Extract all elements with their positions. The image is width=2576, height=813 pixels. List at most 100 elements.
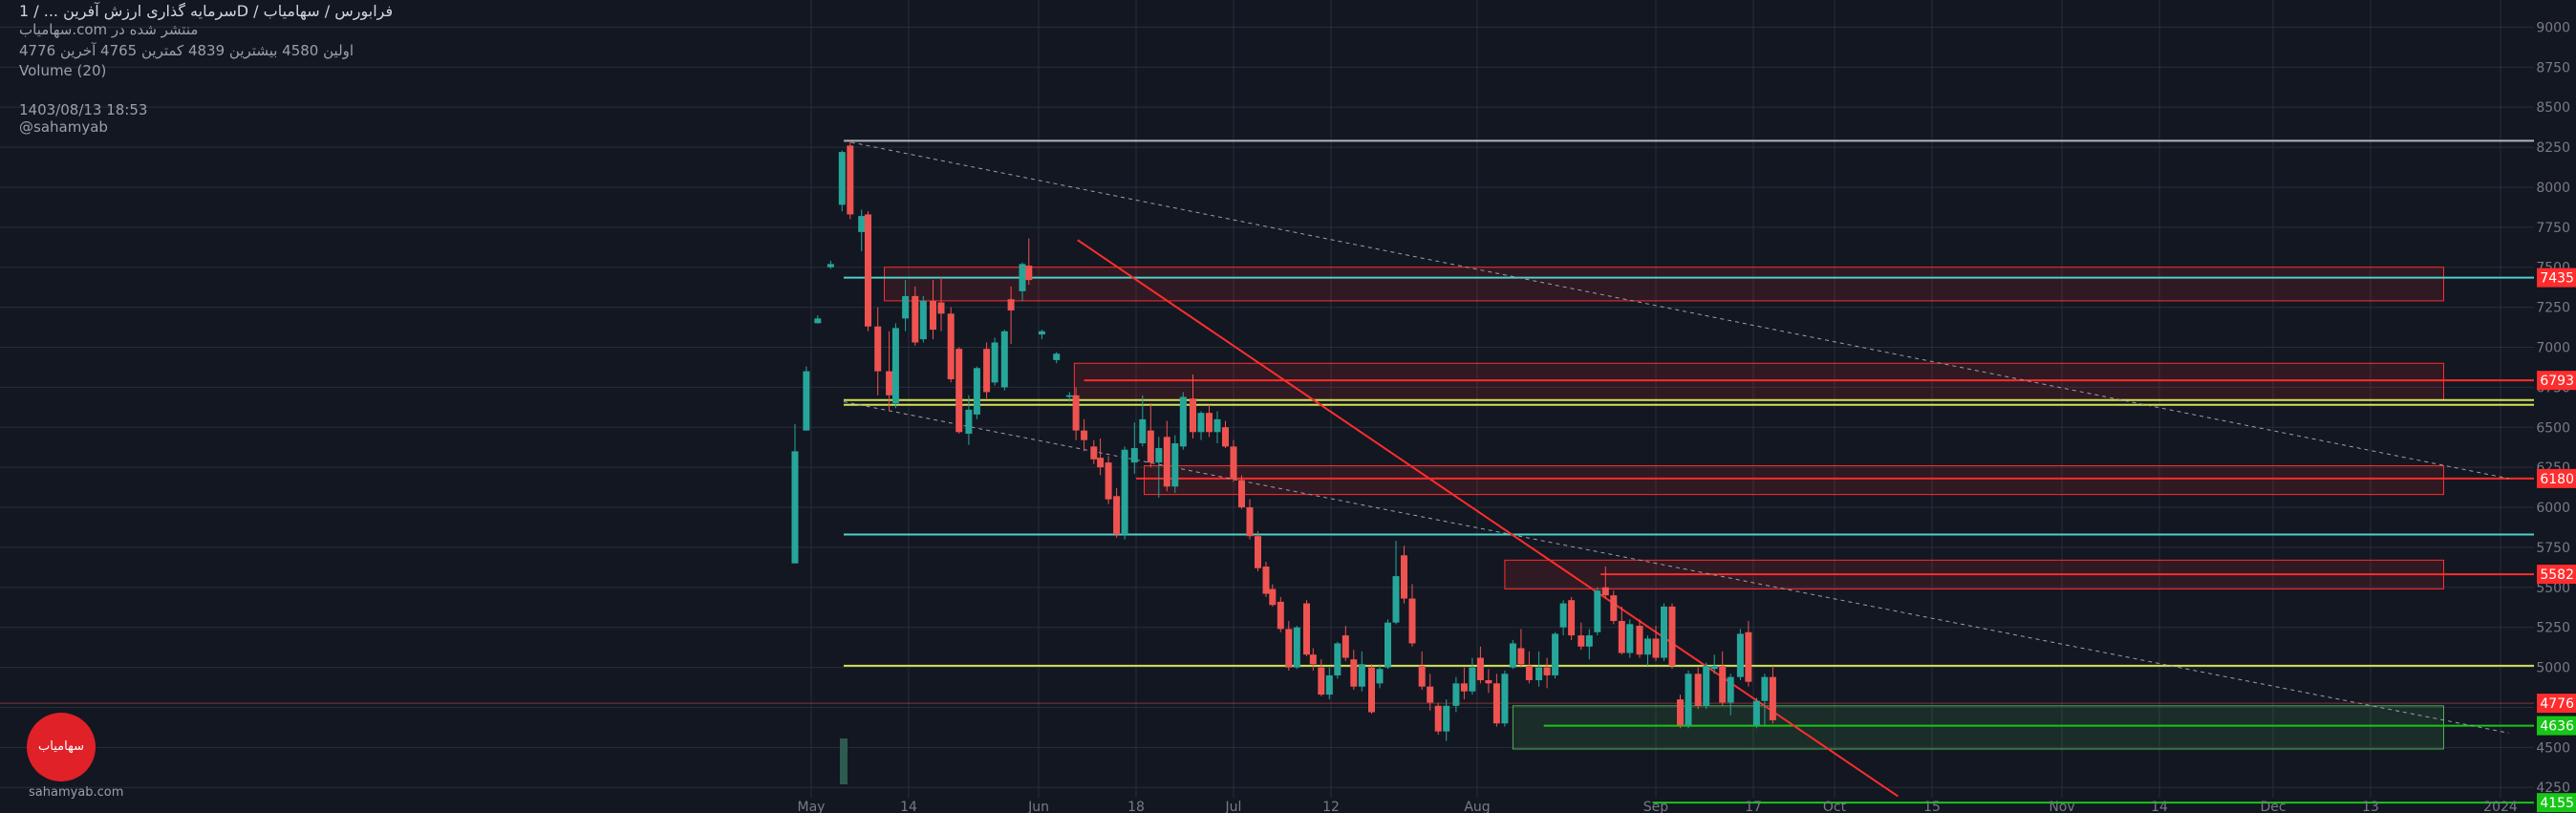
- candle-body: [1408, 598, 1416, 644]
- candle: [847, 140, 854, 220]
- candle: [1652, 626, 1660, 661]
- candle-body: [1703, 665, 1710, 706]
- candle-body: [1238, 480, 1245, 508]
- candle-body: [1269, 588, 1277, 606]
- candle-body: [1230, 446, 1237, 479]
- x-tick-label: Nov: [2049, 800, 2074, 813]
- candle-body: [1585, 635, 1593, 647]
- candle: [1190, 374, 1196, 439]
- y-tick-label: 8000: [2536, 181, 2570, 196]
- candle: [1318, 659, 1325, 696]
- x-tick-label: Dec: [2260, 800, 2286, 813]
- candle-body: [1197, 413, 1205, 433]
- candle-body: [1376, 669, 1384, 684]
- candle-body: [1385, 622, 1391, 668]
- candle-body: [1358, 664, 1365, 687]
- candle: [912, 286, 919, 346]
- candle: [1578, 622, 1585, 651]
- candle: [1334, 641, 1342, 679]
- x-tick-label: Jul: [1225, 800, 1242, 813]
- y-tick-label: 7250: [2536, 301, 2570, 316]
- candle: [1745, 620, 1752, 687]
- x-tick-label: Jun: [1027, 800, 1049, 813]
- candle-body: [1325, 674, 1333, 695]
- x-tick-label: Sep: [1643, 800, 1669, 813]
- y-tick-label: 4250: [2536, 781, 2570, 796]
- candle-body: [1525, 665, 1533, 680]
- candle: [838, 150, 846, 212]
- candle: [1238, 475, 1245, 509]
- candle: [1509, 640, 1516, 670]
- candle: [1350, 650, 1358, 691]
- price-label-text: 6180: [2540, 472, 2574, 487]
- candle-body: [1121, 449, 1128, 535]
- candle-body: [1501, 674, 1509, 724]
- candle-body: [1038, 331, 1045, 335]
- candle: [891, 323, 899, 409]
- published-by-label: سهامیاب.com منتشر شده در: [19, 21, 199, 38]
- candle: [1392, 541, 1400, 625]
- candle: [803, 366, 810, 431]
- candle: [1179, 392, 1187, 450]
- candle: [1601, 567, 1609, 599]
- candle: [1568, 596, 1576, 641]
- candle: [937, 276, 945, 332]
- candle: [947, 307, 955, 383]
- resistance-zone: [884, 267, 2444, 302]
- candle: [1719, 651, 1727, 706]
- y-tick-label: 5500: [2536, 581, 2570, 596]
- dashed-trendline: [843, 400, 2509, 734]
- candle: [1155, 437, 1163, 498]
- candle-body: [1661, 606, 1667, 658]
- support-zone: [1512, 705, 2444, 750]
- price-label-bg: [2537, 565, 2576, 585]
- candle-body: [1618, 620, 1625, 653]
- candle: [1065, 392, 1073, 402]
- candle-body: [891, 328, 899, 404]
- y-tick-label: 5250: [2536, 621, 2570, 636]
- candle: [965, 395, 973, 445]
- candle-body: [1509, 643, 1516, 668]
- candle-body: [1636, 626, 1643, 655]
- candle: [1038, 330, 1045, 340]
- candle-body: [1285, 629, 1293, 668]
- candle: [1460, 667, 1468, 700]
- candle: [826, 261, 834, 269]
- candle: [1277, 596, 1284, 632]
- candle-body: [858, 216, 866, 232]
- price-label: 4776: [2537, 694, 2576, 714]
- candle-body: [1019, 264, 1026, 291]
- candle-body: [1171, 443, 1179, 487]
- candle-body: [1368, 667, 1375, 713]
- candle-body: [947, 313, 955, 380]
- candle-body: [1007, 299, 1015, 310]
- candle: [1752, 697, 1760, 729]
- candle: [1559, 600, 1567, 636]
- candle: [1139, 395, 1147, 447]
- watermark-url: sahamyab.com: [29, 785, 124, 800]
- candle: [1090, 439, 1098, 464]
- candle-body: [1559, 603, 1567, 628]
- candle-body: [1206, 413, 1213, 433]
- candle-body: [1155, 448, 1163, 463]
- candle: [1434, 702, 1442, 735]
- candle-body: [1090, 446, 1098, 460]
- candle-body: [803, 371, 810, 431]
- candle: [1053, 352, 1061, 364]
- candle-body: [1727, 676, 1734, 703]
- candle: [1171, 435, 1179, 493]
- candle: [1246, 499, 1254, 540]
- candle: [1677, 695, 1684, 729]
- candle-body: [1736, 633, 1744, 677]
- candle: [1769, 665, 1776, 724]
- candle-body: [983, 349, 991, 393]
- candle-body: [902, 295, 910, 319]
- price-label-bg: [2537, 716, 2576, 736]
- candle-body: [1053, 353, 1061, 360]
- candle-body: [1342, 635, 1349, 658]
- resistance-zone: [1073, 362, 2444, 401]
- candle-body: [1626, 624, 1634, 653]
- candle-body: [1452, 683, 1460, 706]
- candle: [1610, 590, 1618, 625]
